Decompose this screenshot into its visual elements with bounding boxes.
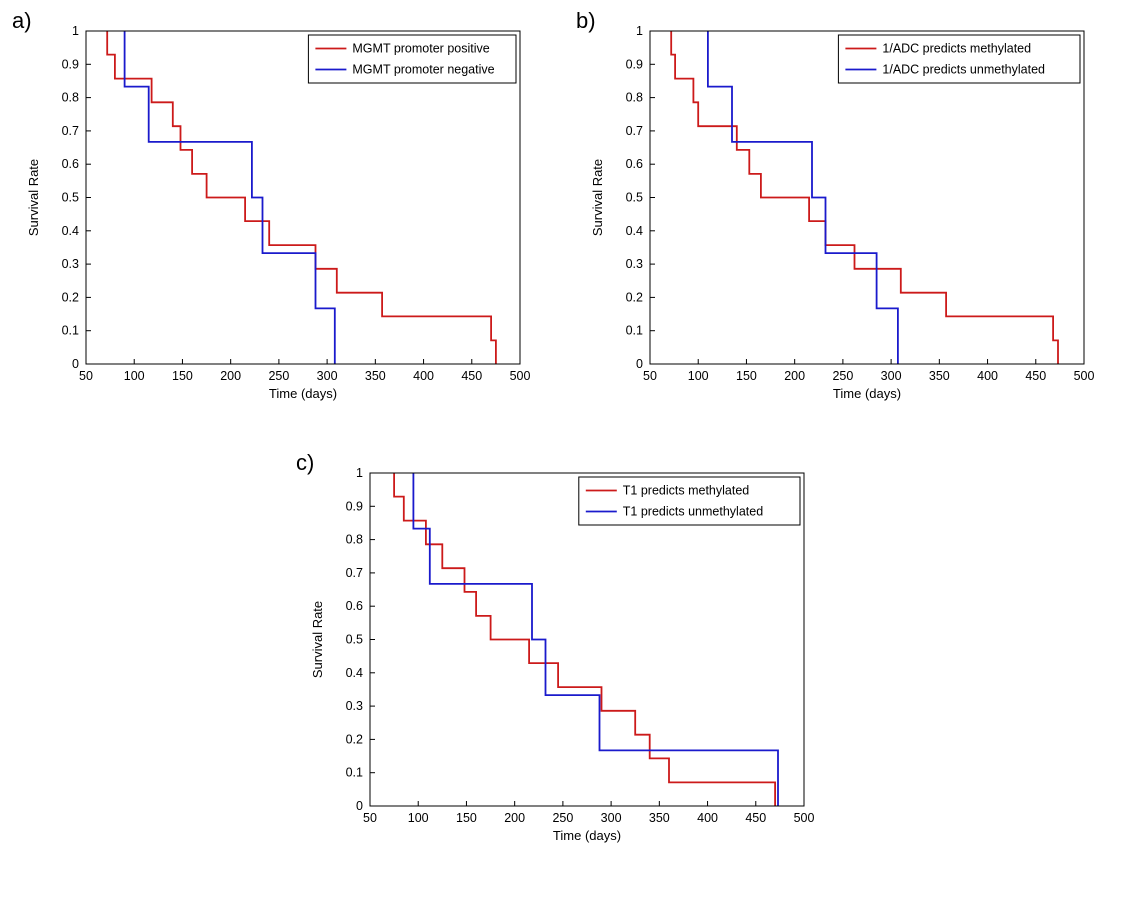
panel-c: c) 50 100 150 200 250 300 350 400 450 500 0 0.1 0.2 0…: [292, 448, 837, 878]
y-tick-label: 0: [72, 357, 79, 371]
series-mgmt-promoter-positive: [106, 31, 497, 364]
x-tick-label: 450: [745, 811, 766, 825]
y-tick-label: 0.4: [626, 224, 643, 238]
x-tick-label: 100: [408, 811, 429, 825]
y-tick-label: 0.8: [62, 91, 79, 105]
y-axis-label: Survival Rate: [590, 159, 605, 236]
x-tick-label: 200: [784, 369, 805, 383]
y-tick-label: 0.8: [346, 533, 363, 547]
y-tick-label: 1: [72, 24, 79, 38]
y-tick-label: 0.6: [62, 157, 79, 171]
series-t1-predicts-methylated: [393, 473, 776, 806]
panel-b: b) 50 100 150 200 250 300 350 400 450 500 0 0.1 0.2 0…: [572, 6, 1117, 436]
y-tick-label: 0.5: [626, 191, 643, 205]
legend-box: [578, 476, 801, 526]
y-tick-label: 0.2: [626, 290, 643, 304]
y-tick-label: 0.2: [62, 290, 79, 304]
survival-chart-a: 50 100 150 200 250 300 350 400 450 500 0 0.1 0.2 0.3 0…: [26, 24, 531, 401]
y-tick-label: 0.5: [62, 191, 79, 205]
y-tick-label: 0.9: [346, 499, 363, 513]
x-tick-label: 350: [649, 811, 670, 825]
y-tick-label: 0.5: [346, 633, 363, 647]
x-axis-label: Time (days): [833, 386, 901, 401]
x-tick-label: 350: [365, 369, 386, 383]
legend-label: MGMT promoter positive: [352, 42, 489, 56]
y-tick-label: 0.3: [626, 257, 643, 271]
legend-box: [307, 34, 517, 84]
x-tick-label: 300: [317, 369, 338, 383]
plot-area: [86, 31, 520, 364]
x-tick-label: 450: [1025, 369, 1046, 383]
x-tick-label: 50: [643, 369, 657, 383]
x-tick-label: 400: [977, 369, 998, 383]
legend-box: [837, 34, 1081, 84]
legend-label: 1/ADC predicts methylated: [882, 42, 1031, 56]
x-tick-label: 50: [363, 811, 377, 825]
panel-a: a) 50 100 150 200 250 300 350 400 450 500 0 0.1 0.2 0…: [8, 6, 553, 436]
y-tick-label: 0.7: [62, 124, 79, 138]
x-tick-label: 250: [552, 811, 573, 825]
y-tick-label: 0: [636, 357, 643, 371]
legend-label: T1 predicts methylated: [623, 484, 749, 498]
x-tick-label: 150: [736, 369, 757, 383]
x-tick-label: 350: [929, 369, 950, 383]
y-tick-label: 1: [356, 466, 363, 480]
legend-label: T1 predicts unmethylated: [623, 505, 763, 519]
y-tick-label: 0.4: [62, 224, 79, 238]
x-tick-label: 500: [1074, 369, 1095, 383]
panel-label-b: b): [576, 8, 596, 33]
y-tick-label: 0: [356, 799, 363, 813]
survival-chart-c: 50 100 150 200 250 300 350 400 450 500 0 0.1 0.2 0.3 0…: [310, 466, 815, 843]
y-tick-label: 0.3: [62, 257, 79, 271]
y-axis-label: Survival Rate: [26, 159, 41, 236]
y-tick-label: 1: [636, 24, 643, 38]
x-tick-label: 250: [832, 369, 853, 383]
series-1-adc-predicts-methylated: [670, 31, 1059, 364]
legend-label: 1/ADC predicts unmethylated: [882, 63, 1045, 77]
x-tick-label: 500: [794, 811, 815, 825]
y-tick-label: 0.8: [626, 91, 643, 105]
y-tick-label: 0.6: [346, 599, 363, 613]
legend-label: MGMT promoter negative: [352, 63, 494, 77]
y-tick-label: 0.3: [346, 699, 363, 713]
y-axis-label: Survival Rate: [310, 601, 325, 678]
y-tick-label: 0.7: [346, 566, 363, 580]
y-tick-label: 0.4: [346, 666, 363, 680]
survival-chart-b: 50 100 150 200 250 300 350 400 450 500 0 0.1 0.2 0.3 0…: [590, 24, 1095, 401]
y-tick-label: 0.2: [346, 732, 363, 746]
x-tick-label: 250: [268, 369, 289, 383]
x-tick-label: 150: [172, 369, 193, 383]
x-tick-label: 150: [456, 811, 477, 825]
y-tick-label: 0.9: [626, 57, 643, 71]
x-tick-label: 400: [697, 811, 718, 825]
series-1-adc-predicts-unmethylated: [707, 31, 899, 364]
panel-label-a: a): [12, 8, 32, 33]
y-tick-label: 0.1: [62, 324, 79, 338]
panel-label-c: c): [296, 450, 315, 475]
x-axis-label: Time (days): [269, 386, 337, 401]
y-tick-label: 0.9: [62, 57, 79, 71]
x-tick-label: 500: [510, 369, 531, 383]
x-tick-label: 450: [461, 369, 482, 383]
x-tick-label: 200: [220, 369, 241, 383]
x-tick-label: 300: [601, 811, 622, 825]
y-tick-label: 0.6: [626, 157, 643, 171]
x-tick-label: 400: [413, 369, 434, 383]
x-tick-label: 200: [504, 811, 525, 825]
y-tick-label: 0.7: [626, 124, 643, 138]
y-tick-label: 0.1: [626, 324, 643, 338]
x-tick-label: 100: [124, 369, 145, 383]
x-tick-label: 300: [881, 369, 902, 383]
y-tick-label: 0.1: [346, 766, 363, 780]
series-t1-predicts-unmethylated: [412, 473, 779, 806]
x-tick-label: 50: [79, 369, 93, 383]
series-mgmt-promoter-negative: [123, 31, 336, 364]
x-axis-label: Time (days): [553, 828, 621, 843]
x-tick-label: 100: [688, 369, 709, 383]
